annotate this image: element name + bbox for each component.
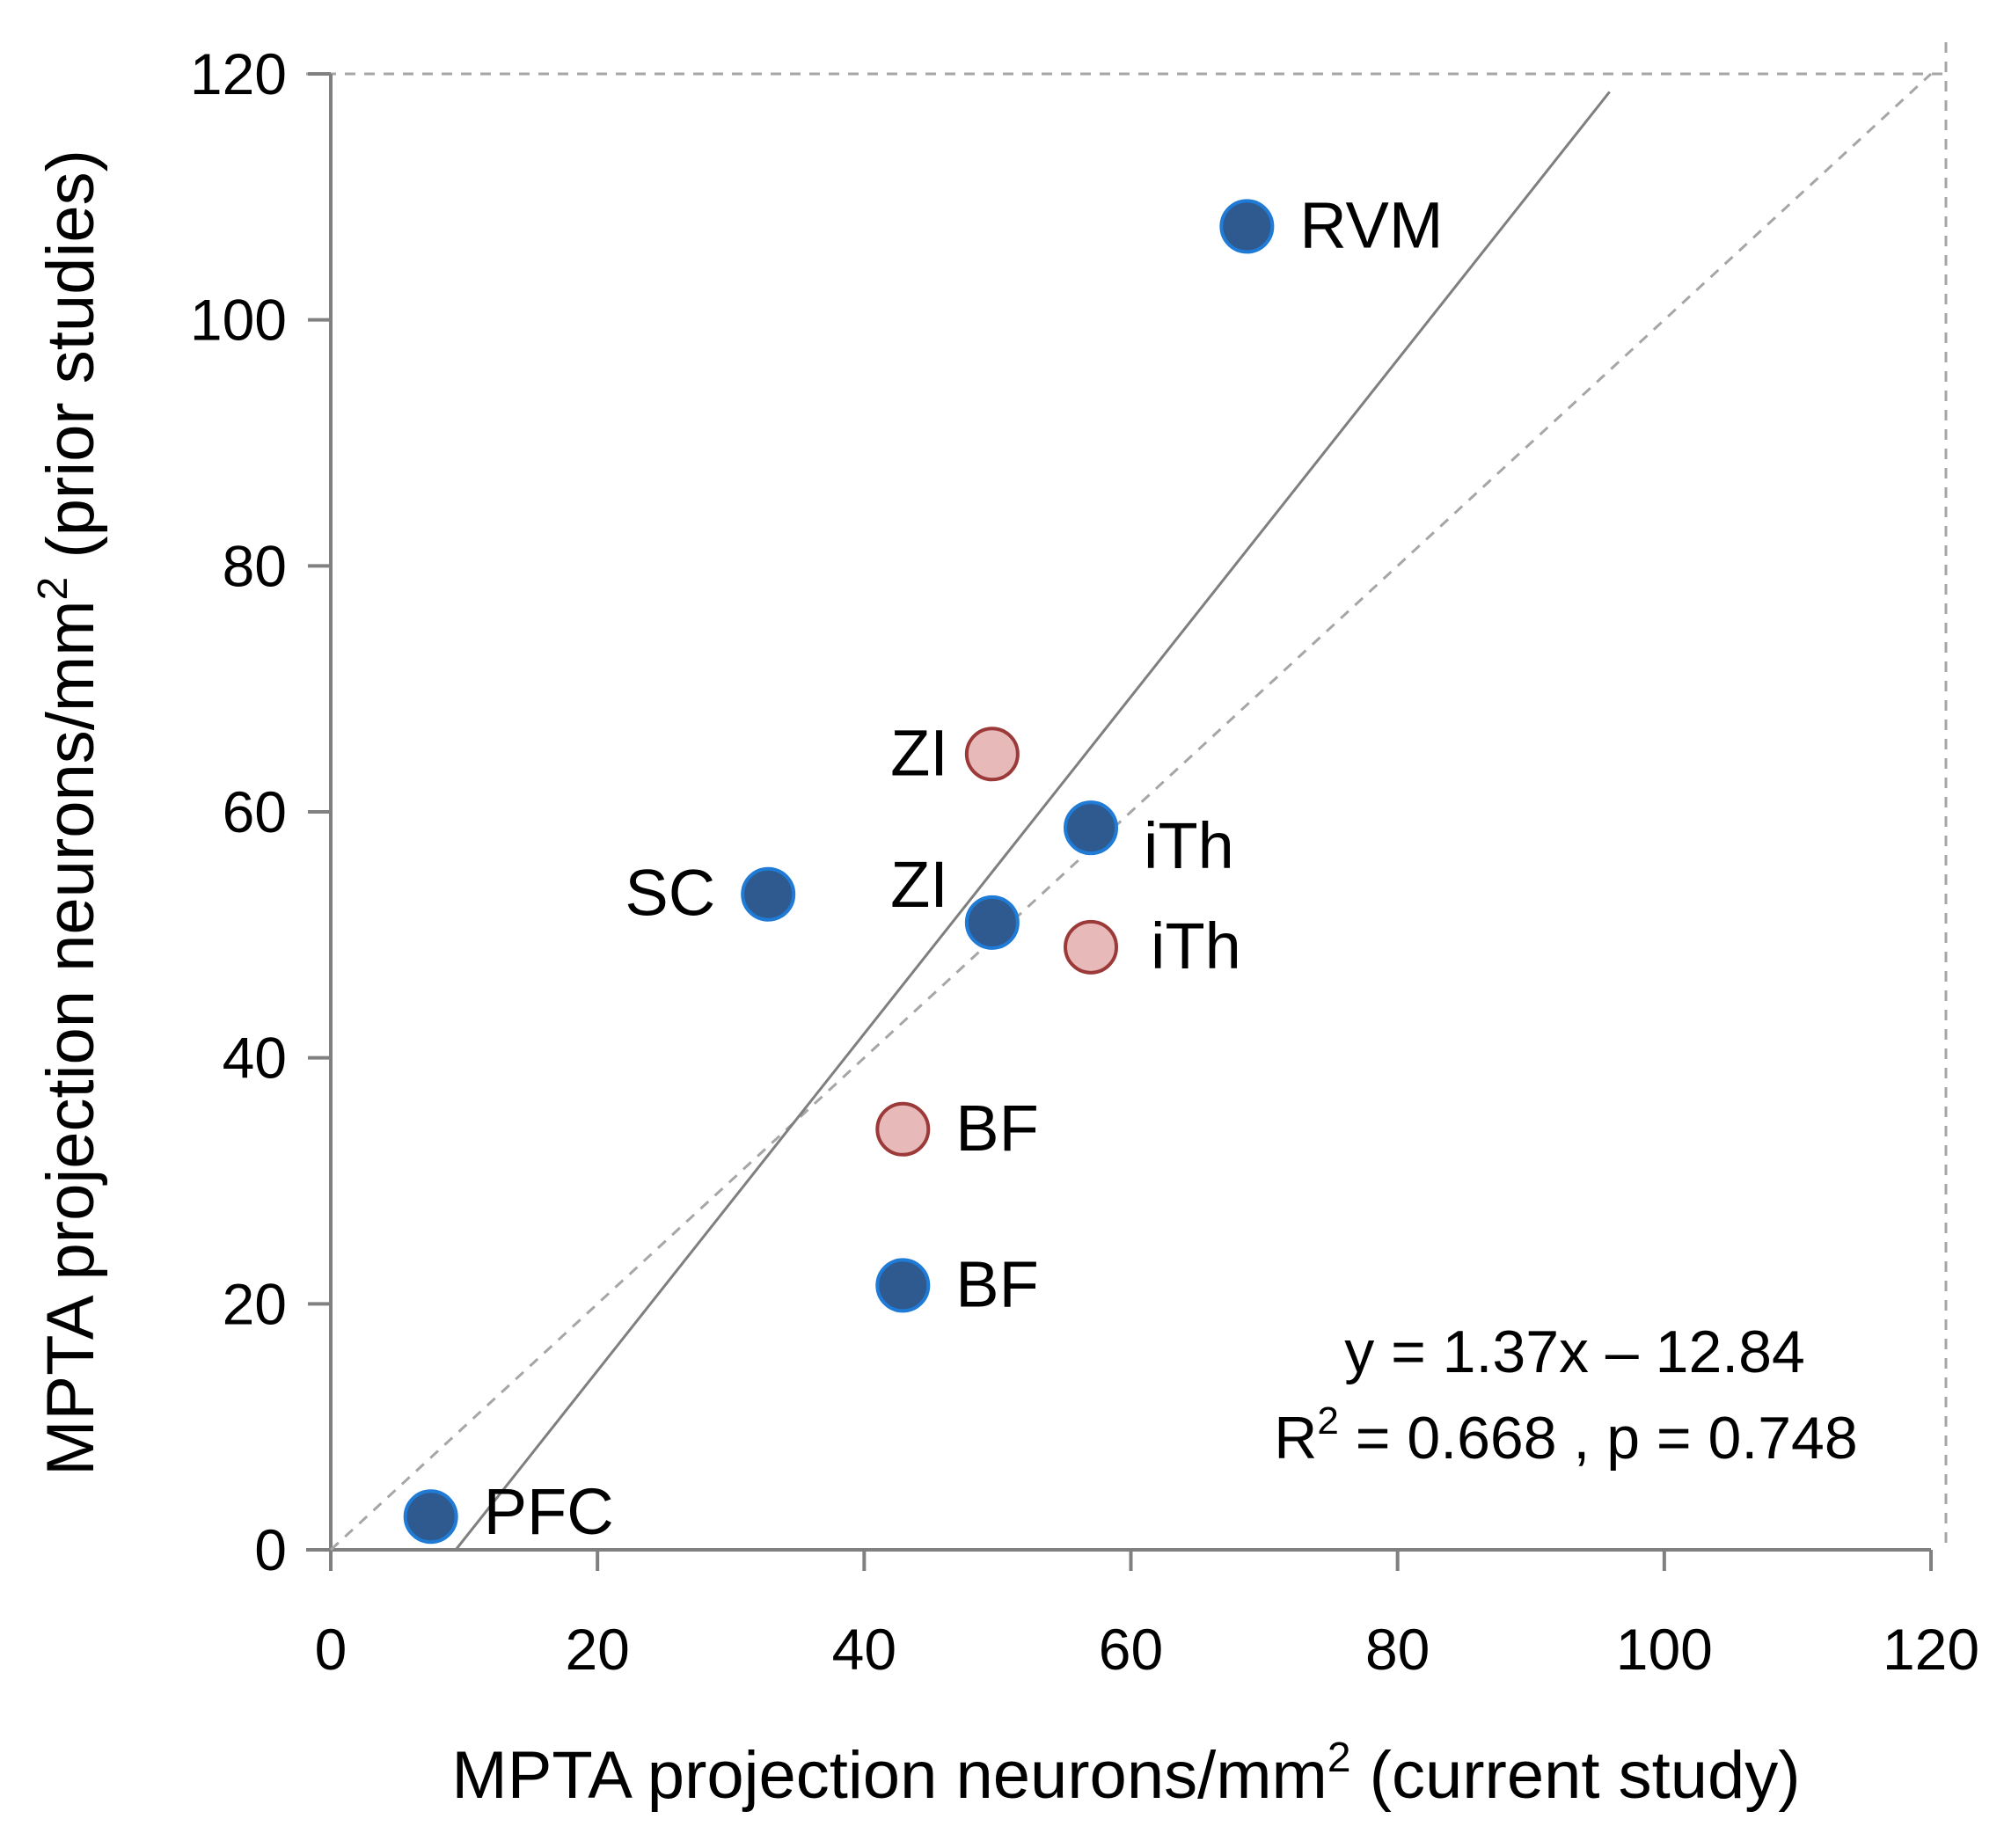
y-tick-label: 60	[223, 779, 287, 844]
data-point-bf	[875, 1258, 931, 1313]
data-point-zi	[964, 895, 1020, 950]
point-label-sc: SC	[625, 857, 715, 930]
trend-lines	[329, 72, 1933, 1552]
point-label-ith: iTh	[1151, 909, 1241, 982]
point-label-bf: BF	[955, 1247, 1039, 1320]
y-axis-ticks: 0 20 40 60 80 100 120	[190, 41, 331, 1582]
regression-stats: R2 = 0.668 , p = 0.748	[1274, 1399, 1857, 1472]
y-tick-label: 20	[223, 1271, 287, 1336]
regression-annotation: y = 1.37x – 12.84 R2 = 0.668 , p = 0.748	[1274, 1318, 1857, 1472]
point-label-rvm: RVM	[1299, 188, 1443, 261]
point-label-pfc: PFC	[484, 1475, 614, 1548]
x-tick-label: 60	[1099, 1617, 1163, 1682]
data-points	[403, 199, 1275, 1545]
point-label-zi: ZI	[890, 848, 948, 921]
x-tick-label: 80	[1365, 1617, 1430, 1682]
y-tick-label: 0	[254, 1517, 287, 1582]
data-point-ith	[1064, 919, 1119, 975]
data-point-rvm	[1219, 199, 1275, 254]
x-tick-label: 120	[1883, 1617, 1979, 1682]
regression-line	[455, 91, 1611, 1551]
x-axis-ticks: 0 20 40 60 80 100 120	[315, 1550, 1979, 1682]
data-point-zi	[964, 727, 1020, 782]
point-labels: PFC SC BF ZI iTh RVM BF ZI iTh	[484, 188, 1444, 1548]
y-tick-label: 120	[190, 41, 287, 106]
data-point-sc	[741, 866, 796, 922]
point-label-zi: ZI	[890, 716, 948, 789]
y-tick-label: 80	[223, 533, 287, 598]
y-tick-label: 100	[190, 288, 287, 353]
identity-line	[329, 72, 1933, 1552]
point-label-ith: iTh	[1144, 809, 1234, 882]
x-tick-label: 0	[315, 1617, 347, 1682]
y-axis-title: MPTA projection neurons/mm2 (prior studi…	[30, 150, 108, 1476]
regression-equation: y = 1.37x – 12.84	[1344, 1318, 1805, 1385]
x-axis-title: MPTA projection neurons/mm2 (current stu…	[451, 1735, 1800, 1813]
data-point-ith	[1064, 800, 1119, 856]
x-tick-label: 40	[832, 1617, 896, 1682]
x-tick-label: 100	[1616, 1617, 1713, 1682]
plot-frame	[306, 42, 1948, 1562]
point-label-bf: BF	[955, 1092, 1039, 1165]
x-tick-label: 20	[565, 1617, 629, 1682]
data-point-bf	[875, 1101, 931, 1157]
y-tick-label: 40	[223, 1026, 287, 1091]
data-point-pfc	[403, 1489, 458, 1545]
